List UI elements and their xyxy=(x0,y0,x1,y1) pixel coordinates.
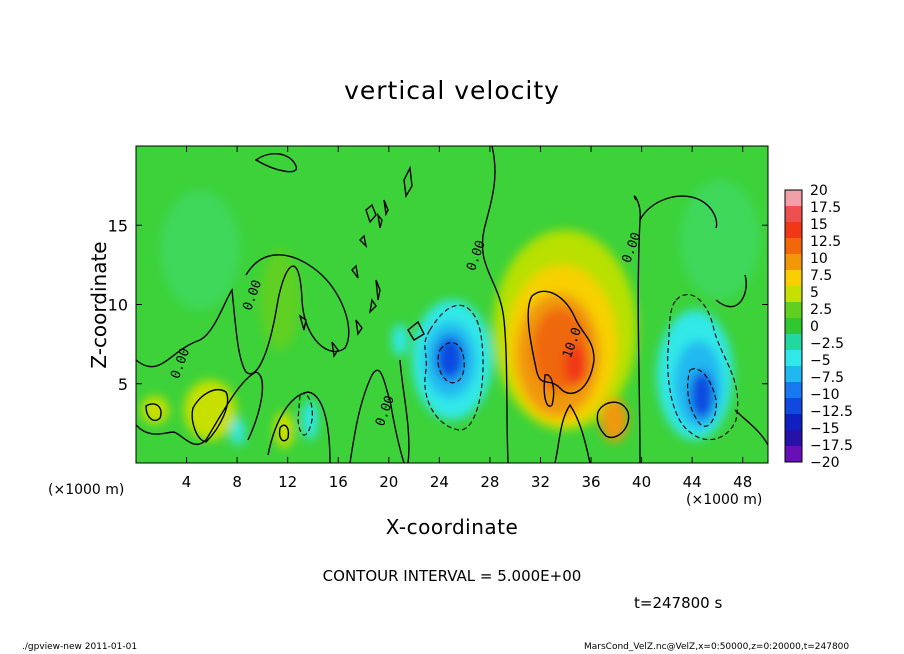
contour-five-d xyxy=(596,401,630,439)
x-tick-label: 16 xyxy=(329,473,348,491)
contour-neg-ten-b xyxy=(687,368,717,427)
colorbar-label: 5 xyxy=(810,285,819,301)
x-unit-label: (×1000 m) xyxy=(48,482,125,498)
colorbar-swatch xyxy=(785,206,802,223)
colorbar-label: 12.5 xyxy=(810,234,841,250)
chart-title: vertical velocity xyxy=(344,76,560,105)
colorbar-swatch xyxy=(785,350,802,367)
y-tick-label: 5 xyxy=(118,375,128,394)
colorbar-label: 7.5 xyxy=(810,268,832,284)
contour-zero-a xyxy=(136,254,350,375)
y-unit-label: (×1000 m) xyxy=(686,492,763,508)
colorbar-swatch xyxy=(785,430,802,447)
colorbar-swatch xyxy=(785,398,802,415)
y-tick-label: 10 xyxy=(108,296,128,315)
contour-zero-f xyxy=(481,146,509,463)
colorbar-swatch xyxy=(785,414,802,431)
colorbar-label: −5 xyxy=(810,353,831,369)
colorbar-label: −2.5 xyxy=(810,336,844,352)
y-axis-ticks: 5 10 15 xyxy=(108,216,768,394)
contour-zero-g xyxy=(554,403,591,463)
contour-neg-ten-a xyxy=(437,342,465,384)
contour-zero-k xyxy=(254,153,297,173)
footer-right-text: MarsCond_VelZ.nc@VelZ,x=0:50000,z=0:2000… xyxy=(584,642,850,652)
y-tick-label: 15 xyxy=(108,216,128,235)
contour-five-e xyxy=(543,374,555,407)
x-tick-label: 12 xyxy=(278,473,297,491)
colorbar-swatch xyxy=(785,446,802,463)
contour-fragments xyxy=(298,165,425,358)
colorbar-swatch xyxy=(785,302,802,319)
x-tick-label: 24 xyxy=(430,473,449,491)
contour-neg-five-c xyxy=(297,393,313,436)
colorbar-swatch xyxy=(785,238,802,255)
colorbar-swatch xyxy=(785,366,802,383)
x-tick-label: 28 xyxy=(480,473,499,491)
x-axis-ticks: 4 8 12 16 20 24 28 32 36 40 44 48 xyxy=(182,146,752,491)
contour-zero-d xyxy=(349,369,405,463)
colorbar-label: 15 xyxy=(810,217,828,233)
colorbar-swatch xyxy=(785,190,802,207)
x-tick-label: 32 xyxy=(531,473,550,491)
contour-interval-label: CONTOUR INTERVAL = 5.000E+00 xyxy=(322,567,582,585)
contour-neg-five-b xyxy=(667,294,739,441)
contour-lines xyxy=(136,146,768,463)
colorbar-label: −17.5 xyxy=(810,438,853,454)
colorbar: 2017.51512.5107.552.50−2.5−5−7.5−10−12.5… xyxy=(784,183,853,471)
contour-zero-b xyxy=(136,371,264,446)
colorbar-label: −15 xyxy=(810,421,840,437)
contour-five-a xyxy=(191,389,229,443)
x-tick-label: 48 xyxy=(733,473,752,491)
colorbar-label: −10 xyxy=(810,387,840,403)
colorbar-swatch xyxy=(785,318,802,335)
colorbar-label: −20 xyxy=(810,455,840,471)
footer-left-text: ./gpview-new 2011-01-01 xyxy=(22,642,138,652)
x-tick-label: 8 xyxy=(232,473,242,491)
contour-zero-h xyxy=(633,195,641,463)
colorbar-frame xyxy=(784,189,803,463)
colorbar-swatch xyxy=(785,286,802,303)
x-tick-label: 36 xyxy=(581,473,600,491)
negative-contours xyxy=(297,294,739,441)
colorbar-label: −7.5 xyxy=(810,370,844,386)
colorbar-label: 0 xyxy=(810,319,819,335)
colorbar-swatch xyxy=(785,382,802,399)
contour-zero-e xyxy=(399,359,410,463)
colorbar-swatch xyxy=(785,334,802,351)
colorbar-label: −12.5 xyxy=(810,404,853,420)
colorbar-swatch xyxy=(785,270,802,287)
colorbar-label: 20 xyxy=(810,183,828,199)
colorbar-label: 17.5 xyxy=(810,200,841,216)
x-tick-label: 20 xyxy=(379,473,398,491)
contour-ten-a xyxy=(527,290,595,394)
contour-zero-c xyxy=(267,391,331,463)
x-tick-label: 40 xyxy=(632,473,651,491)
x-axis-label: X-coordinate xyxy=(385,515,519,539)
contour-five-c xyxy=(278,424,290,442)
x-tick-label: 44 xyxy=(683,473,702,491)
x-tick-label: 4 xyxy=(182,473,192,491)
contour-zero-i xyxy=(639,195,718,229)
colorbar-label: 2.5 xyxy=(810,302,832,318)
colorbar-swatch xyxy=(785,254,802,271)
y-axis-label: Z-coordinate xyxy=(87,241,111,369)
velocity-field xyxy=(136,146,768,463)
colorbar-label: 10 xyxy=(810,251,828,267)
contour-neg-five-a xyxy=(424,304,484,431)
contour-five-b xyxy=(145,403,162,422)
time-label: t=247800 s xyxy=(634,594,723,612)
colorbar-swatch xyxy=(785,222,802,239)
